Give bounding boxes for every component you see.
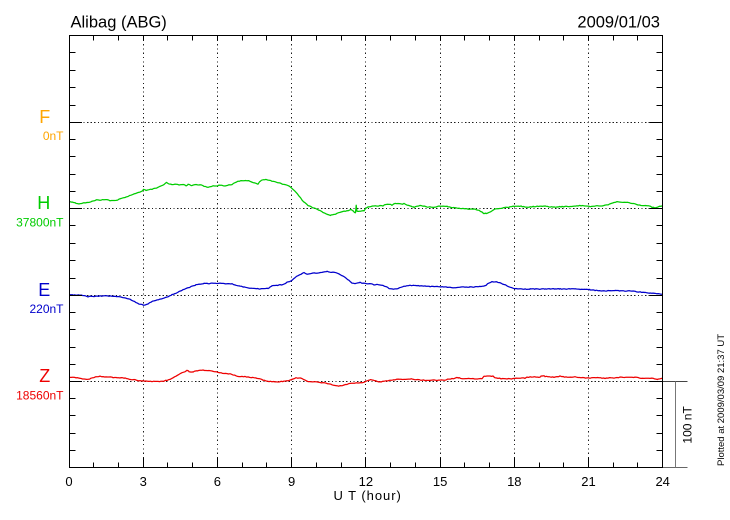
svg-text:0: 0 [65, 474, 72, 489]
svg-text:0nT: 0nT [43, 129, 64, 143]
svg-text:37800nT: 37800nT [16, 215, 64, 229]
svg-text:F: F [39, 107, 50, 127]
svg-text:3: 3 [140, 474, 147, 489]
svg-text:U T (hour): U T (hour) [334, 488, 402, 503]
svg-text:Z: Z [39, 366, 50, 386]
svg-text:12: 12 [359, 474, 373, 489]
svg-text:21: 21 [581, 474, 595, 489]
svg-text:6: 6 [214, 474, 221, 489]
svg-text:15: 15 [433, 474, 447, 489]
svg-text:2009/01/03: 2009/01/03 [577, 13, 660, 31]
svg-text:Plotted at 2009/03/09 21:37 UT: Plotted at 2009/03/09 21:37 UT [716, 334, 727, 466]
svg-text:9: 9 [288, 474, 295, 489]
svg-text:E: E [38, 280, 50, 300]
svg-text:24: 24 [655, 474, 669, 489]
svg-text:220nT: 220nT [29, 302, 64, 316]
svg-text:Alibag (ABG): Alibag (ABG) [71, 13, 167, 31]
svg-text:18560nT: 18560nT [16, 388, 64, 402]
svg-text:H: H [37, 193, 50, 213]
svg-text:18: 18 [507, 474, 521, 489]
svg-text:100 nT: 100 nT [681, 406, 695, 444]
